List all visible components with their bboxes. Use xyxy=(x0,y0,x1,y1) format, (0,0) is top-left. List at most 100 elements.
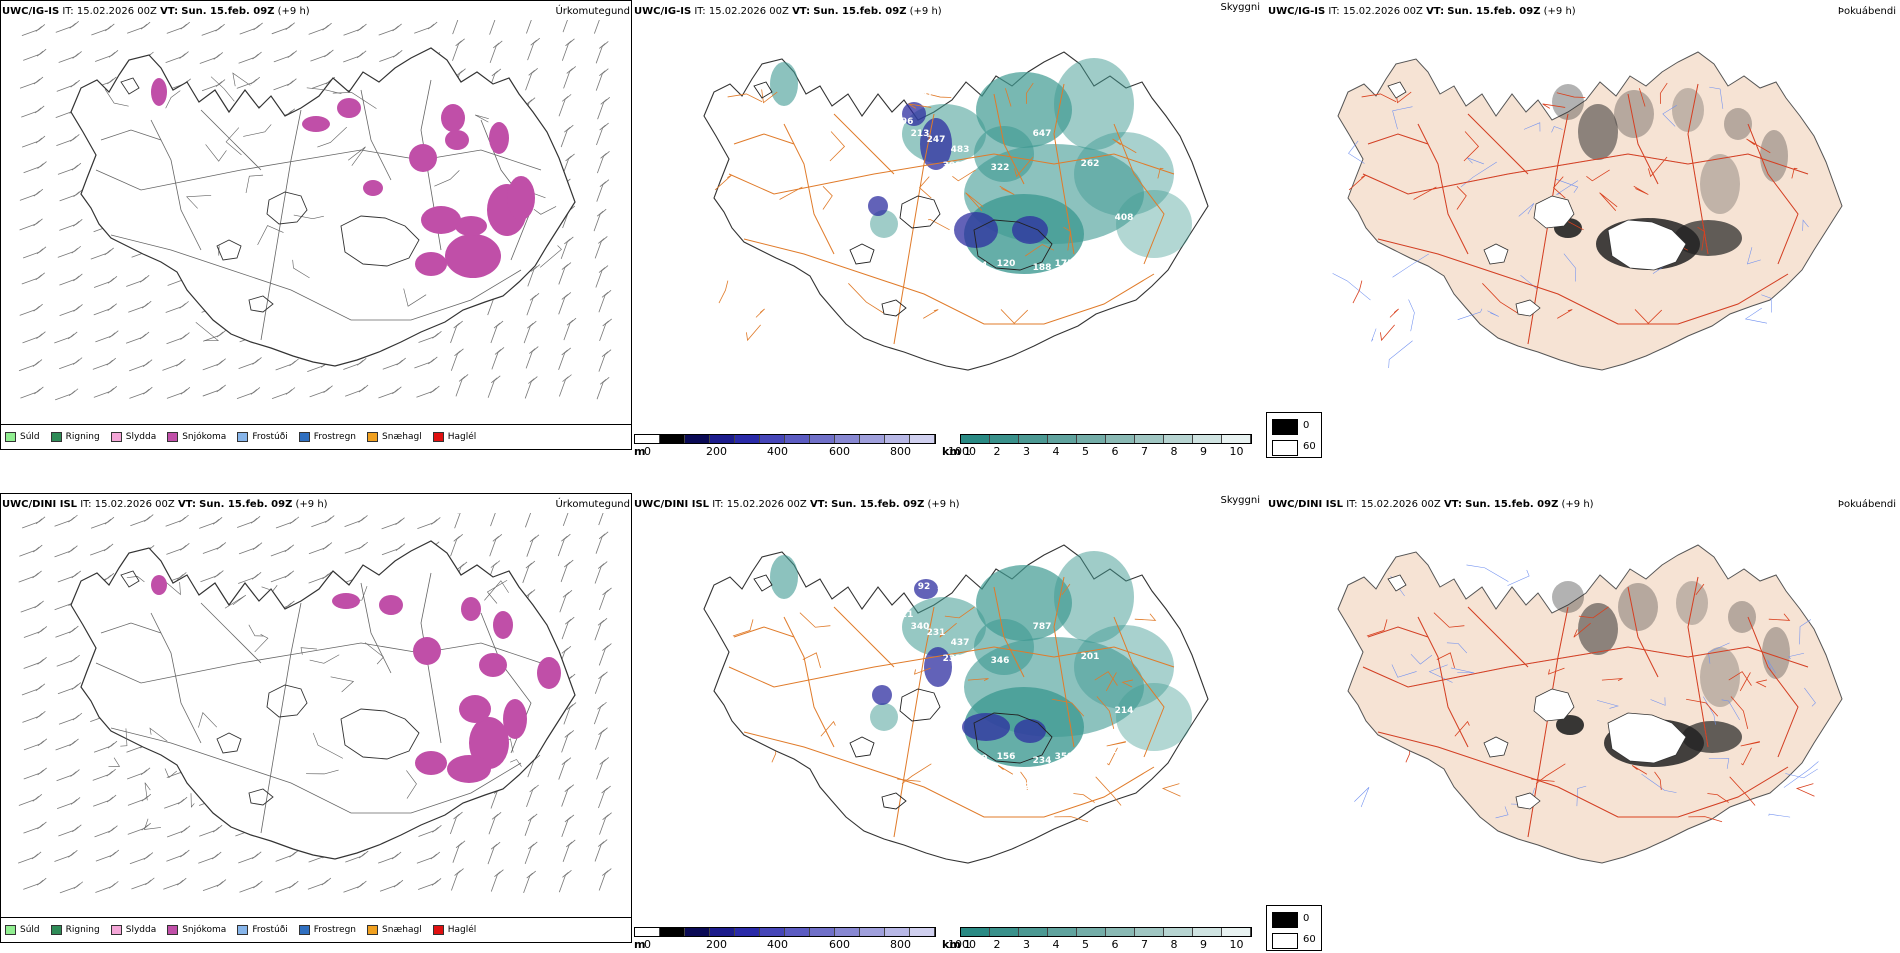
visibility-tick-label: 6 xyxy=(1112,938,1119,951)
snowfall-area xyxy=(537,657,561,689)
cloud-height-label: 27 xyxy=(1024,782,1037,792)
model-name: UWC/IG-IS xyxy=(634,6,691,17)
vt-value: Sun. 15.feb. 09Z xyxy=(1465,499,1558,510)
cloud-height-label: 232 xyxy=(943,654,962,664)
precip-type-map xyxy=(1,513,631,918)
precip-legend-item: Snjókoma xyxy=(167,432,226,442)
snowfall-area xyxy=(332,593,360,609)
cloud-height-label: 33 xyxy=(1104,253,1117,263)
cloud-base-area xyxy=(924,647,952,687)
snowfall-area xyxy=(379,595,403,615)
height-colorbar-segment xyxy=(760,928,785,936)
coastline xyxy=(71,541,575,859)
cloud-panel-header: UWC/DINI ISL IT: 15.02.2026 00Z VT: Sun.… xyxy=(634,499,960,510)
precip-legend-item: Rigning xyxy=(51,925,100,935)
cloud-height-label: 437 xyxy=(951,638,970,648)
precip-legend-swatch xyxy=(237,925,248,935)
fog-area xyxy=(1674,220,1742,256)
snowfall-area xyxy=(441,104,465,132)
low-visibility-area xyxy=(770,555,798,599)
it-label: IT: xyxy=(694,6,705,17)
fog-legend-label: 0 xyxy=(1303,420,1309,431)
height-colorbar-segment xyxy=(810,928,835,936)
fog-legend-swatch xyxy=(1272,912,1298,928)
precip-panel-title: Úrkomutegund xyxy=(520,6,630,17)
height-colorbar-segment xyxy=(685,928,710,936)
height-colorbar-segment xyxy=(785,928,810,936)
precip-legend-swatch xyxy=(299,432,310,442)
fog-panel-header: UWC/DINI ISL IT: 15.02.2026 00Z VT: Sun.… xyxy=(1268,499,1594,510)
precip-legend-label: Súld xyxy=(20,925,40,935)
visibility-tick-label: 10 xyxy=(1230,445,1244,458)
precip-legend-label: Haglél xyxy=(448,925,477,935)
snowfall-area xyxy=(409,144,437,172)
visibility-unit: km xyxy=(942,938,961,951)
fog-indicator-map xyxy=(1268,24,1898,419)
visibility-colorbar xyxy=(960,434,1252,444)
precip-legend-item: Snjókoma xyxy=(167,925,226,935)
cloud-height-label: 188 xyxy=(1033,263,1052,273)
precip-legend-item: Súld xyxy=(5,432,40,442)
it-value: 15.02.2026 00Z xyxy=(709,6,789,17)
cloud-height-label: 408 xyxy=(1115,213,1134,223)
vt-label: VT: xyxy=(178,499,196,510)
precip-legend-label: Slydda xyxy=(126,925,156,935)
height-tick-label: 200 xyxy=(706,938,727,951)
lead-time: (+9 h) xyxy=(928,499,960,510)
cloud-height-label: 120 xyxy=(997,259,1016,269)
lead-time: (+9 h) xyxy=(1544,6,1576,17)
precip-legend-swatch xyxy=(5,925,16,935)
precip-legend-swatch xyxy=(167,432,178,442)
model-name: UWC/IG-IS xyxy=(1268,6,1325,17)
visibility-colorbar-segment xyxy=(1164,928,1193,936)
height-tick-label: 800 xyxy=(890,445,911,458)
visibility-tick-label: 9 xyxy=(1200,445,1207,458)
cloud-height-label: 214 xyxy=(1115,706,1134,716)
precip-legend-item: Slydda xyxy=(111,432,156,442)
height-tick-label: 400 xyxy=(767,445,788,458)
cloud-height-label: 238 xyxy=(881,245,900,255)
height-colorbar-segment xyxy=(885,435,910,443)
fog-area xyxy=(1618,583,1658,631)
precip-legend-label: Frostregn xyxy=(314,925,356,935)
cloud-height-label: 155 xyxy=(1093,732,1112,742)
precip-legend-swatch xyxy=(5,432,16,442)
snowfall-area xyxy=(415,751,447,775)
visibility-tick-label: 4 xyxy=(1053,445,1060,458)
cloud-height-label: 134 xyxy=(969,261,988,271)
cloud-height-label: 92 xyxy=(918,582,931,592)
precip-legend-label: Snjókoma xyxy=(182,432,226,442)
height-colorbar-segment xyxy=(685,435,710,443)
snowfall-area xyxy=(421,206,461,234)
low-visibility-area xyxy=(870,703,898,731)
precip-legend-label: Snjókoma xyxy=(182,925,226,935)
fog-panel-header: UWC/IG-IS IT: 15.02.2026 00Z VT: Sun. 15… xyxy=(1268,6,1576,17)
model-name: UWC/DINI ISL xyxy=(2,499,77,510)
snowfall-area xyxy=(455,216,487,236)
forecast-row: UWC/DINI ISL IT: 15.02.2026 00Z VT: Sun.… xyxy=(0,493,1900,953)
precip-legend-swatch xyxy=(167,925,178,935)
fog-area xyxy=(1760,130,1788,182)
cloud-height-label: 199 xyxy=(937,582,956,592)
vt-label: VT: xyxy=(160,6,178,17)
precip-legend-item: Frostregn xyxy=(299,925,356,935)
precip-legend-label: Frostregn xyxy=(314,432,356,442)
height-colorbar-segment xyxy=(810,435,835,443)
low-visibility-area xyxy=(770,62,798,106)
cloud-height-label: 193 xyxy=(891,642,910,652)
vt-label: VT: xyxy=(810,499,828,510)
height-tick-label: 200 xyxy=(706,445,727,458)
visibility-colorbar-segment xyxy=(1077,435,1106,443)
it-value: 15.02.2026 00Z xyxy=(1361,499,1441,510)
cloud-base-area xyxy=(868,196,888,216)
cloud-height-label: 159 xyxy=(891,149,910,159)
snowfall-area xyxy=(479,653,507,677)
cloud-height-label: 234 xyxy=(1033,756,1052,766)
precip-legend-label: Snæhagl xyxy=(382,925,422,935)
cloud-base-area xyxy=(1014,719,1046,743)
snowfall-area xyxy=(447,755,491,783)
low-visibility-area xyxy=(974,619,1034,675)
height-colorbar-segment xyxy=(785,435,810,443)
